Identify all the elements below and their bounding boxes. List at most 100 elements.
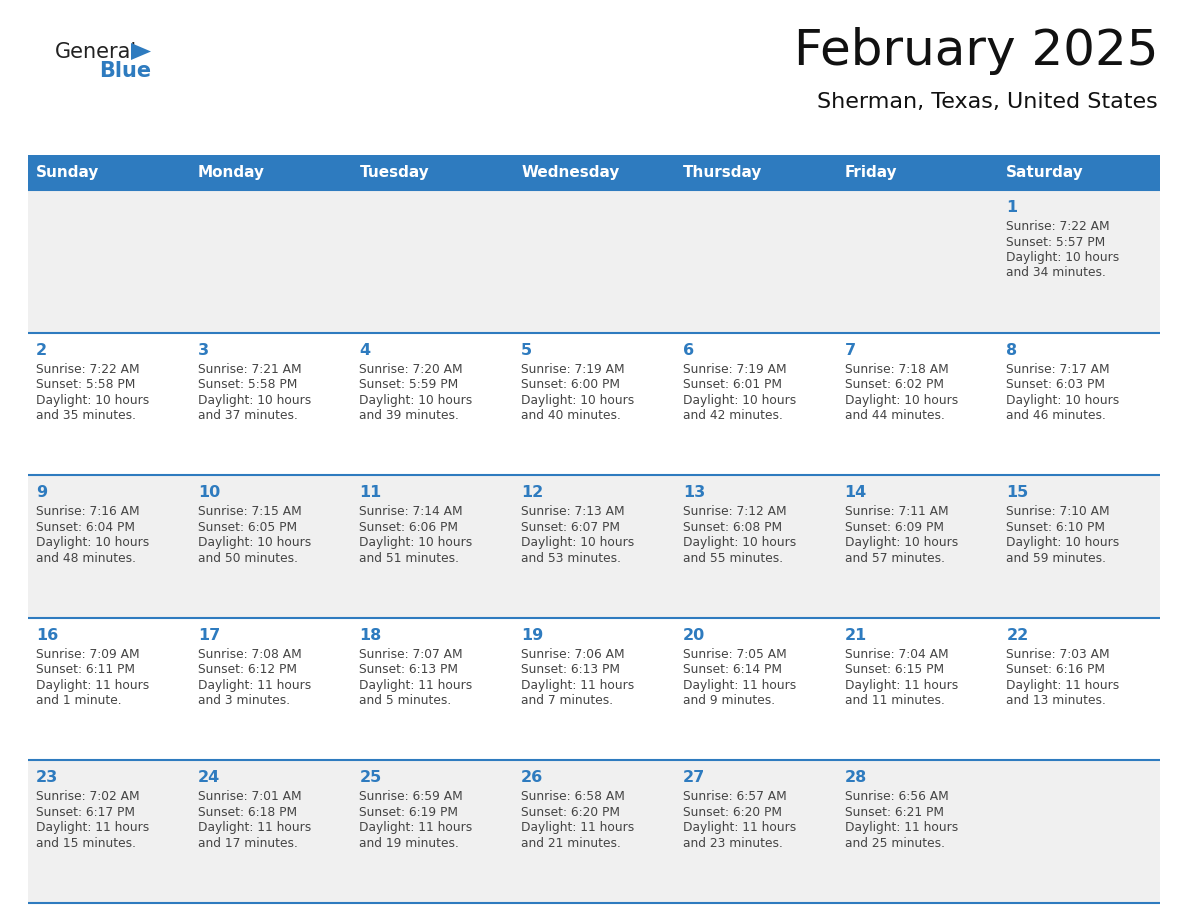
Text: Thursday: Thursday [683,165,763,180]
Text: Sunrise: 7:07 AM: Sunrise: 7:07 AM [360,648,463,661]
Text: Daylight: 11 hours: Daylight: 11 hours [360,822,473,834]
Text: Sunset: 6:13 PM: Sunset: 6:13 PM [360,664,459,677]
Text: Daylight: 10 hours: Daylight: 10 hours [845,536,958,549]
Text: Sunset: 6:18 PM: Sunset: 6:18 PM [197,806,297,819]
Text: Sunrise: 7:12 AM: Sunrise: 7:12 AM [683,505,786,518]
Bar [29,476,1159,618]
Text: Daylight: 11 hours: Daylight: 11 hours [683,822,796,834]
Text: Sunrise: 7:08 AM: Sunrise: 7:08 AM [197,648,302,661]
Bar [29,155,190,190]
Text: Daylight: 10 hours: Daylight: 10 hours [845,394,958,407]
Text: Sunset: 6:21 PM: Sunset: 6:21 PM [845,806,943,819]
Text: Daylight: 10 hours: Daylight: 10 hours [683,536,796,549]
Text: Sunset: 5:59 PM: Sunset: 5:59 PM [360,378,459,391]
Text: Daylight: 11 hours: Daylight: 11 hours [360,678,473,692]
Text: 5: 5 [522,342,532,358]
Text: Sunset: 6:05 PM: Sunset: 6:05 PM [197,521,297,533]
Text: Sunset: 6:06 PM: Sunset: 6:06 PM [360,521,459,533]
Text: and 21 minutes.: and 21 minutes. [522,837,621,850]
Text: Sunrise: 7:17 AM: Sunrise: 7:17 AM [1006,363,1110,375]
Text: Sunset: 6:00 PM: Sunset: 6:00 PM [522,378,620,391]
Text: and 40 minutes.: and 40 minutes. [522,409,621,422]
Text: Daylight: 10 hours: Daylight: 10 hours [36,536,150,549]
Text: Daylight: 10 hours: Daylight: 10 hours [522,394,634,407]
Text: Sunrise: 7:11 AM: Sunrise: 7:11 AM [845,505,948,518]
Text: 14: 14 [845,486,867,500]
Text: 18: 18 [360,628,381,643]
Text: and 46 minutes.: and 46 minutes. [1006,409,1106,422]
Text: Sunrise: 7:10 AM: Sunrise: 7:10 AM [1006,505,1110,518]
Text: Sunset: 6:14 PM: Sunset: 6:14 PM [683,664,782,677]
Text: and 17 minutes.: and 17 minutes. [197,837,297,850]
Text: Daylight: 11 hours: Daylight: 11 hours [845,678,958,692]
Text: 1: 1 [1006,200,1017,215]
Bar [29,760,1159,903]
Text: 9: 9 [36,486,48,500]
Text: 2: 2 [36,342,48,358]
Text: Daylight: 10 hours: Daylight: 10 hours [360,536,473,549]
Text: 6: 6 [683,342,694,358]
Bar [513,155,675,190]
Text: and 23 minutes.: and 23 minutes. [683,837,783,850]
Text: Sunrise: 7:14 AM: Sunrise: 7:14 AM [360,505,463,518]
Text: 27: 27 [683,770,706,786]
Text: and 44 minutes.: and 44 minutes. [845,409,944,422]
Text: 3: 3 [197,342,209,358]
Text: Sunset: 6:17 PM: Sunset: 6:17 PM [36,806,135,819]
Text: 4: 4 [360,342,371,358]
Text: Daylight: 11 hours: Daylight: 11 hours [1006,678,1119,692]
Text: and 50 minutes.: and 50 minutes. [197,552,298,565]
Text: 28: 28 [845,770,867,786]
Text: 17: 17 [197,628,220,643]
Text: Friday: Friday [845,165,897,180]
Text: Sunrise: 7:05 AM: Sunrise: 7:05 AM [683,648,786,661]
Text: and 9 minutes.: and 9 minutes. [683,694,775,707]
Text: Sunset: 6:08 PM: Sunset: 6:08 PM [683,521,782,533]
Text: Sunrise: 7:20 AM: Sunrise: 7:20 AM [360,363,463,375]
Text: and 19 minutes.: and 19 minutes. [360,837,460,850]
Text: 15: 15 [1006,486,1029,500]
Text: and 35 minutes.: and 35 minutes. [36,409,135,422]
Text: Tuesday: Tuesday [360,165,429,180]
Text: 10: 10 [197,486,220,500]
Text: and 55 minutes.: and 55 minutes. [683,552,783,565]
Text: and 39 minutes.: and 39 minutes. [360,409,460,422]
Text: and 7 minutes.: and 7 minutes. [522,694,613,707]
Text: and 57 minutes.: and 57 minutes. [845,552,944,565]
Text: February 2025: February 2025 [794,27,1158,75]
Text: Daylight: 10 hours: Daylight: 10 hours [1006,394,1119,407]
Text: 16: 16 [36,628,58,643]
Text: Daylight: 10 hours: Daylight: 10 hours [360,394,473,407]
Text: Sunset: 6:11 PM: Sunset: 6:11 PM [36,664,135,677]
Text: Sunrise: 7:01 AM: Sunrise: 7:01 AM [197,790,302,803]
Text: Sunset: 5:58 PM: Sunset: 5:58 PM [36,378,135,391]
Text: Sunset: 6:07 PM: Sunset: 6:07 PM [522,521,620,533]
Text: Sunrise: 7:03 AM: Sunrise: 7:03 AM [1006,648,1110,661]
Text: Daylight: 11 hours: Daylight: 11 hours [36,678,150,692]
Text: Sunset: 6:04 PM: Sunset: 6:04 PM [36,521,135,533]
Text: 19: 19 [522,628,543,643]
Text: Sunrise: 7:04 AM: Sunrise: 7:04 AM [845,648,948,661]
Text: and 25 minutes.: and 25 minutes. [845,837,944,850]
Text: Sunset: 6:10 PM: Sunset: 6:10 PM [1006,521,1105,533]
Text: and 1 minute.: and 1 minute. [36,694,121,707]
Text: Sunrise: 7:22 AM: Sunrise: 7:22 AM [36,363,140,375]
Text: 25: 25 [360,770,381,786]
Text: 23: 23 [36,770,58,786]
Bar [998,155,1159,190]
Text: and 42 minutes.: and 42 minutes. [683,409,783,422]
Text: and 15 minutes.: and 15 minutes. [36,837,135,850]
Text: 20: 20 [683,628,706,643]
Text: and 3 minutes.: and 3 minutes. [197,694,290,707]
Text: Sunrise: 7:22 AM: Sunrise: 7:22 AM [1006,220,1110,233]
Text: Sunset: 5:58 PM: Sunset: 5:58 PM [197,378,297,391]
Text: Sunset: 6:19 PM: Sunset: 6:19 PM [360,806,459,819]
Text: Sunset: 6:01 PM: Sunset: 6:01 PM [683,378,782,391]
Text: Daylight: 10 hours: Daylight: 10 hours [36,394,150,407]
Text: Sunset: 6:09 PM: Sunset: 6:09 PM [845,521,943,533]
Text: and 53 minutes.: and 53 minutes. [522,552,621,565]
Text: 8: 8 [1006,342,1017,358]
Text: 24: 24 [197,770,220,786]
Text: Daylight: 11 hours: Daylight: 11 hours [197,678,311,692]
Text: Daylight: 11 hours: Daylight: 11 hours [522,822,634,834]
